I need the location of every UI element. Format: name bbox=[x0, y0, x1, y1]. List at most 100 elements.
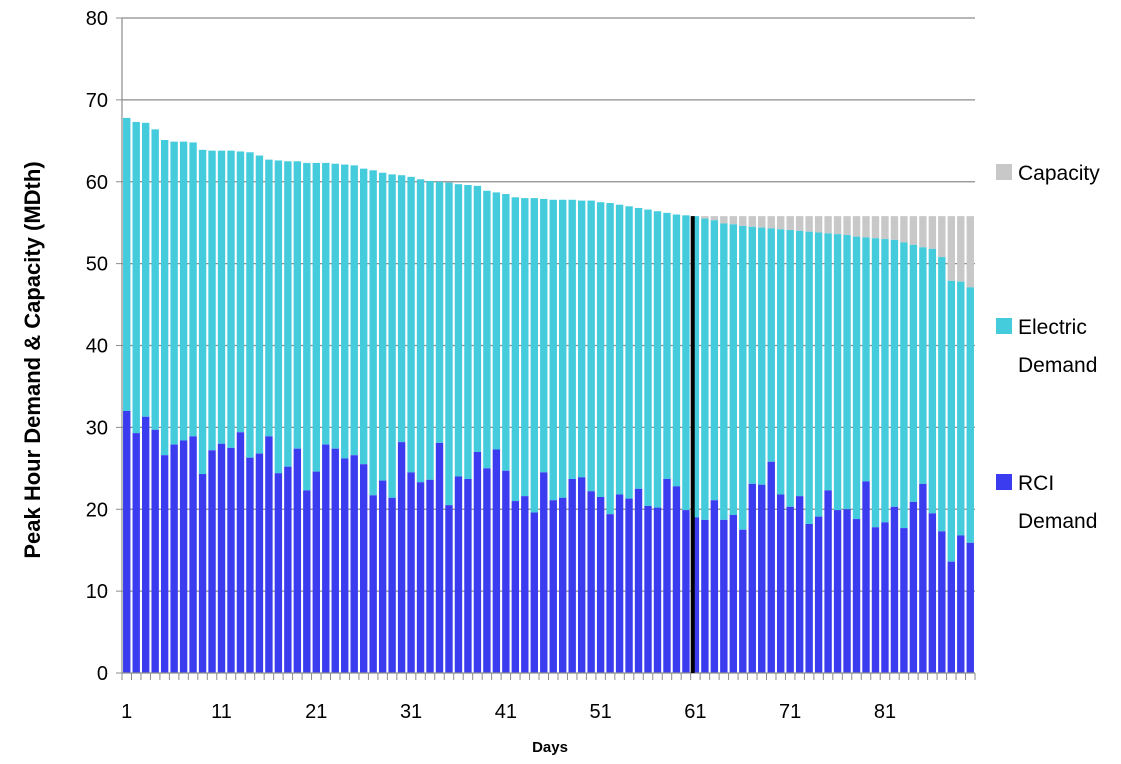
bars bbox=[123, 117, 974, 673]
x-tick-labels: 1 11 21 31 41 51 61 71 81 bbox=[121, 701, 896, 723]
bar-electric-demand bbox=[559, 199, 567, 498]
bar-electric-demand bbox=[691, 216, 700, 518]
bar-electric-demand bbox=[881, 239, 889, 523]
bar-electric-demand bbox=[909, 244, 918, 502]
bar-electric-demand bbox=[928, 248, 937, 514]
bar-rci-demand bbox=[587, 491, 595, 673]
bar-rci-demand bbox=[672, 486, 681, 673]
bar-electric-demand bbox=[549, 199, 557, 501]
bar-electric-demand bbox=[596, 202, 605, 497]
bar-electric-demand bbox=[464, 185, 472, 479]
bar-rci-demand bbox=[549, 500, 557, 673]
bar-electric-demand bbox=[397, 175, 406, 443]
bar-capacity bbox=[739, 216, 747, 226]
bar-rci-demand bbox=[947, 561, 956, 673]
bar-rci-demand bbox=[198, 474, 207, 673]
bar-electric-demand bbox=[710, 220, 719, 501]
bar-rci-demand bbox=[890, 506, 899, 673]
bar-electric-demand bbox=[777, 229, 785, 495]
bar-electric-demand bbox=[729, 224, 738, 515]
legend-swatch-electric-demand bbox=[996, 318, 1012, 334]
bar-electric-demand bbox=[767, 228, 775, 462]
bar-rci-demand bbox=[843, 509, 851, 673]
bar-rci-demand bbox=[957, 535, 965, 673]
bar-capacity bbox=[814, 216, 823, 233]
bar-capacity bbox=[919, 216, 927, 248]
bar-electric-demand bbox=[634, 207, 643, 489]
bar-electric-demand bbox=[170, 141, 178, 445]
bar-electric-demand bbox=[293, 161, 302, 449]
y-axis-title: Peak Hour Demand & Capacity (MDth) bbox=[20, 161, 45, 558]
bar-rci-demand bbox=[151, 429, 159, 673]
bar-electric-demand bbox=[407, 176, 415, 473]
bar-rci-demand bbox=[596, 496, 605, 673]
bar-rci-demand bbox=[502, 470, 510, 673]
bar-electric-demand bbox=[189, 142, 197, 437]
bar-rci-demand bbox=[369, 495, 377, 673]
bar-rci-demand bbox=[559, 497, 567, 673]
bar-rci-demand bbox=[445, 505, 453, 673]
bar-electric-demand bbox=[795, 230, 804, 497]
bar-rci-demand bbox=[416, 482, 425, 673]
bar-rci-demand bbox=[833, 510, 842, 673]
y-tick-label: 0 bbox=[97, 663, 108, 685]
bar-rci-demand bbox=[407, 472, 415, 673]
bar-rci-demand bbox=[217, 443, 226, 673]
bar-rci-demand bbox=[322, 444, 330, 673]
bar-electric-demand bbox=[274, 160, 283, 474]
bar-rci-demand bbox=[483, 468, 491, 673]
bar-electric-demand bbox=[123, 117, 131, 411]
bar-electric-demand bbox=[246, 152, 254, 458]
bar-capacity bbox=[824, 216, 832, 234]
bar-rci-demand bbox=[900, 528, 908, 673]
bar-rci-demand bbox=[540, 472, 548, 673]
bar-electric-demand bbox=[786, 230, 794, 507]
bar-electric-demand bbox=[265, 159, 273, 437]
bar-capacity bbox=[720, 216, 728, 224]
y-tick-label: 50 bbox=[86, 254, 108, 276]
bar-rci-demand bbox=[123, 411, 131, 673]
bar-rci-demand bbox=[824, 490, 832, 673]
bar-electric-demand bbox=[208, 150, 216, 451]
bar-rci-demand bbox=[720, 519, 728, 673]
bar-rci-demand bbox=[359, 464, 368, 673]
bar-rci-demand bbox=[303, 490, 311, 673]
bar-rci-demand bbox=[236, 432, 245, 673]
legend-swatch-capacity bbox=[996, 164, 1012, 180]
bar-electric-demand bbox=[805, 231, 813, 524]
bar-rci-demand bbox=[141, 416, 150, 673]
gridlines bbox=[122, 17, 975, 592]
bar-rci-demand bbox=[189, 436, 197, 673]
bar-rci-demand bbox=[454, 476, 463, 673]
bar-electric-demand bbox=[672, 214, 681, 487]
bar-rci-demand bbox=[378, 480, 387, 673]
bar-electric-demand bbox=[445, 182, 453, 506]
bar-capacity bbox=[729, 216, 738, 225]
bar-capacity bbox=[862, 216, 870, 238]
bar-electric-demand bbox=[663, 212, 671, 479]
x-tick-label: 51 bbox=[590, 701, 612, 723]
bar-rci-demand bbox=[530, 512, 538, 673]
legend: Capacity Electric Demand RCI Demand bbox=[996, 162, 1100, 533]
x-axis-title: Days bbox=[532, 739, 568, 756]
bar-electric-demand bbox=[341, 164, 349, 459]
x-tick-label: 41 bbox=[495, 701, 517, 723]
legend-label-capacity: Capacity bbox=[1018, 162, 1100, 185]
bar-capacity bbox=[852, 216, 861, 237]
bar-electric-demand bbox=[141, 122, 150, 417]
bar-capacity bbox=[957, 216, 965, 282]
bar-rci-demand bbox=[795, 496, 804, 673]
bar-rci-demand bbox=[274, 473, 283, 673]
bar-rci-demand bbox=[691, 517, 700, 673]
axes bbox=[116, 17, 976, 680]
y-tick-labels: 0 10 20 30 40 50 60 70 80 bbox=[86, 8, 108, 685]
bar-rci-demand bbox=[663, 478, 671, 673]
bar-rci-demand bbox=[739, 529, 747, 673]
bar-rci-demand bbox=[473, 451, 482, 673]
bar-rci-demand bbox=[284, 466, 292, 673]
x-tick-label: 61 bbox=[684, 701, 706, 723]
bar-electric-demand bbox=[843, 234, 851, 510]
bar-rci-demand bbox=[928, 513, 937, 673]
bar-electric-demand bbox=[625, 206, 633, 499]
bar-electric-demand bbox=[198, 149, 207, 475]
